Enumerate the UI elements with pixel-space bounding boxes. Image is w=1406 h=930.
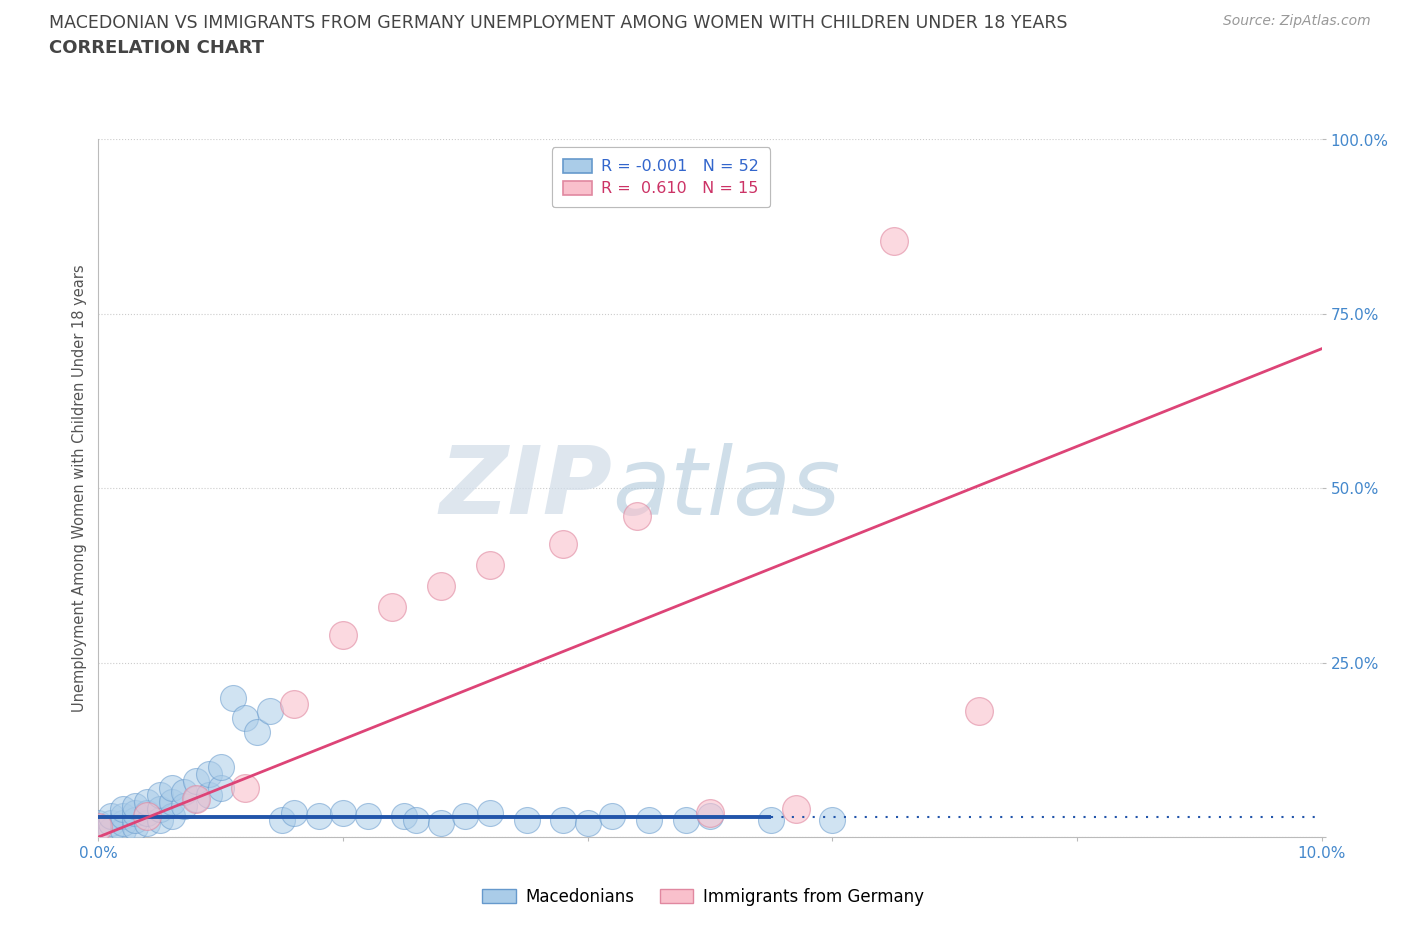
Point — [381, 600, 404, 615]
Point — [478, 805, 501, 820]
Point — [100, 823, 122, 837]
Point — [332, 805, 354, 820]
Point — [111, 802, 134, 817]
Point — [600, 809, 623, 824]
Point — [699, 809, 721, 824]
Point — [759, 812, 782, 827]
Point — [87, 816, 110, 830]
Point — [430, 816, 453, 830]
Text: ZIP: ZIP — [439, 443, 612, 534]
Point — [576, 816, 599, 830]
Point — [821, 812, 844, 827]
Text: atlas: atlas — [612, 443, 841, 534]
Point — [124, 805, 146, 820]
Point — [111, 816, 134, 830]
Point — [332, 628, 354, 643]
Legend: R = -0.001   N = 52, R =  0.610   N = 15: R = -0.001 N = 52, R = 0.610 N = 15 — [551, 148, 770, 207]
Point — [785, 802, 807, 817]
Point — [100, 809, 122, 824]
Point — [283, 805, 305, 820]
Point — [173, 784, 195, 799]
Point — [197, 766, 219, 781]
Point — [626, 509, 648, 524]
Point — [160, 794, 183, 809]
Point — [430, 578, 453, 593]
Point — [186, 791, 208, 806]
Point — [111, 809, 134, 824]
Point — [392, 809, 416, 824]
Text: Source: ZipAtlas.com: Source: ZipAtlas.com — [1223, 14, 1371, 28]
Point — [149, 812, 172, 827]
Point — [136, 794, 159, 809]
Point — [111, 823, 134, 837]
Point — [186, 791, 208, 806]
Point — [516, 812, 538, 827]
Point — [136, 805, 159, 820]
Point — [209, 760, 232, 775]
Point — [283, 698, 305, 712]
Point — [233, 711, 256, 725]
Point — [173, 798, 195, 813]
Point — [259, 704, 281, 719]
Point — [124, 812, 146, 827]
Point — [160, 781, 183, 796]
Point — [124, 798, 146, 813]
Point — [246, 725, 269, 740]
Point — [454, 809, 477, 824]
Point — [308, 809, 330, 824]
Point — [124, 819, 146, 834]
Point — [197, 788, 219, 803]
Point — [222, 690, 245, 705]
Point — [699, 805, 721, 820]
Point — [233, 781, 256, 796]
Point — [478, 558, 501, 573]
Point — [136, 809, 159, 824]
Point — [87, 819, 110, 834]
Text: MACEDONIAN VS IMMIGRANTS FROM GERMANY UNEMPLOYMENT AMONG WOMEN WITH CHILDREN UND: MACEDONIAN VS IMMIGRANTS FROM GERMANY UN… — [49, 14, 1067, 32]
Point — [100, 816, 122, 830]
Point — [270, 812, 292, 827]
Point — [136, 816, 159, 830]
Point — [356, 809, 378, 824]
Point — [553, 812, 575, 827]
Point — [186, 774, 208, 789]
Point — [149, 802, 172, 817]
Point — [883, 233, 905, 248]
Y-axis label: Unemployment Among Women with Children Under 18 years: Unemployment Among Women with Children U… — [72, 264, 87, 712]
Point — [637, 812, 661, 827]
Point — [149, 788, 172, 803]
Point — [405, 812, 427, 827]
Point — [553, 537, 575, 551]
Text: CORRELATION CHART: CORRELATION CHART — [49, 39, 264, 57]
Point — [209, 781, 232, 796]
Point — [675, 812, 697, 827]
Point — [967, 704, 990, 719]
Legend: Macedonians, Immigrants from Germany: Macedonians, Immigrants from Germany — [475, 881, 931, 912]
Point — [160, 809, 183, 824]
